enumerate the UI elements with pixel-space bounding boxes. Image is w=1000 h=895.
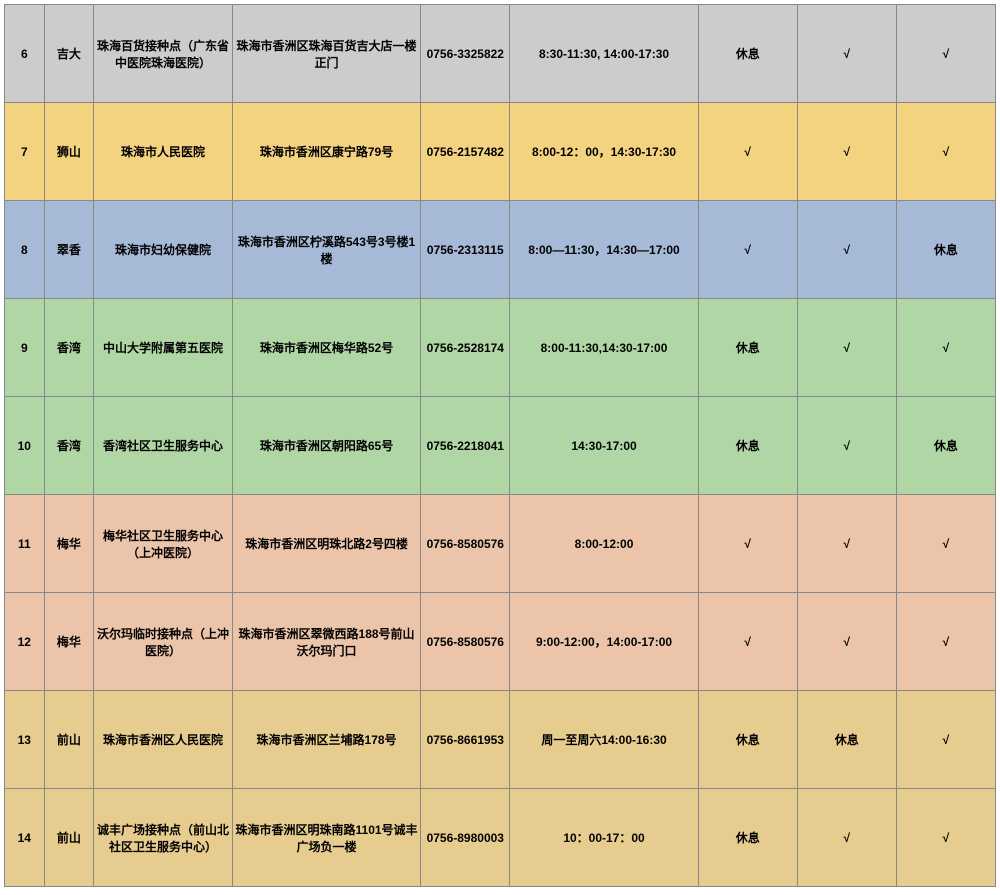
time-cell: 14:30-17:00 <box>510 397 698 495</box>
site-name-cell: 珠海市妇幼保健院 <box>94 201 233 299</box>
phone-cell: 0756-2218041 <box>421 397 510 495</box>
status-col-3: 休息 <box>896 201 995 299</box>
site-name-cell: 沃尔玛临时接种点（上冲医院） <box>94 593 233 691</box>
address-cell: 珠海市香洲区康宁路79号 <box>232 103 420 201</box>
table-row: 11梅华梅华社区卫生服务中心（上冲医院）珠海市香洲区明珠北路2号四楼0756-8… <box>5 495 996 593</box>
row-number: 11 <box>5 495 45 593</box>
status-col-3: √ <box>896 5 995 103</box>
status-col-3: √ <box>896 691 995 789</box>
status-col-1: 休息 <box>698 299 797 397</box>
phone-cell: 0756-2313115 <box>421 201 510 299</box>
time-cell: 8:30-11:30, 14:00-17:30 <box>510 5 698 103</box>
status-col-1: 休息 <box>698 5 797 103</box>
status-col-2: √ <box>797 103 896 201</box>
row-number: 9 <box>5 299 45 397</box>
status-col-1: 休息 <box>698 789 797 887</box>
status-col-2: √ <box>797 593 896 691</box>
site-name-cell: 香湾社区卫生服务中心 <box>94 397 233 495</box>
vaccination-sites-table: 6吉大珠海百货接种点（广东省中医院珠海医院）珠海市香洲区珠海百货吉大店一楼正门0… <box>4 4 996 887</box>
address-cell: 珠海市香洲区兰埔路178号 <box>232 691 420 789</box>
table-row: 6吉大珠海百货接种点（广东省中医院珠海医院）珠海市香洲区珠海百货吉大店一楼正门0… <box>5 5 996 103</box>
area-cell: 狮山 <box>44 103 94 201</box>
area-cell: 香湾 <box>44 299 94 397</box>
area-cell: 吉大 <box>44 5 94 103</box>
status-col-3: √ <box>896 495 995 593</box>
row-number: 7 <box>5 103 45 201</box>
status-col-3: √ <box>896 103 995 201</box>
table-row: 14前山诚丰广场接种点（前山北社区卫生服务中心）珠海市香洲区明珠南路1101号诚… <box>5 789 996 887</box>
site-name-cell: 珠海百货接种点（广东省中医院珠海医院） <box>94 5 233 103</box>
table-row: 12梅华沃尔玛临时接种点（上冲医院）珠海市香洲区翠微西路188号前山沃尔玛门口0… <box>5 593 996 691</box>
status-col-2: √ <box>797 299 896 397</box>
status-col-1: 休息 <box>698 691 797 789</box>
row-number: 6 <box>5 5 45 103</box>
status-col-2: √ <box>797 789 896 887</box>
status-col-2: √ <box>797 397 896 495</box>
time-cell: 8:00—11:30，14:30—17:00 <box>510 201 698 299</box>
phone-cell: 0756-8580576 <box>421 495 510 593</box>
status-col-3: 休息 <box>896 397 995 495</box>
site-name-cell: 诚丰广场接种点（前山北社区卫生服务中心） <box>94 789 233 887</box>
address-cell: 珠海市香洲区柠溪路543号3号楼1楼 <box>232 201 420 299</box>
status-col-1: √ <box>698 103 797 201</box>
time-cell: 10：00-17：00 <box>510 789 698 887</box>
row-number: 8 <box>5 201 45 299</box>
status-col-2: √ <box>797 201 896 299</box>
time-cell: 8:00-12：00，14:30-17:30 <box>510 103 698 201</box>
table-row: 7狮山珠海市人民医院珠海市香洲区康宁路79号0756-21574828:00-1… <box>5 103 996 201</box>
table-row: 13前山珠海市香洲区人民医院珠海市香洲区兰埔路178号0756-8661953周… <box>5 691 996 789</box>
time-cell: 周一至周六14:00-16:30 <box>510 691 698 789</box>
address-cell: 珠海市香洲区梅华路52号 <box>232 299 420 397</box>
time-cell: 8:00-12:00 <box>510 495 698 593</box>
row-number: 14 <box>5 789 45 887</box>
address-cell: 珠海市香洲区翠微西路188号前山沃尔玛门口 <box>232 593 420 691</box>
phone-cell: 0756-8661953 <box>421 691 510 789</box>
phone-cell: 0756-2157482 <box>421 103 510 201</box>
address-cell: 珠海市香洲区朝阳路65号 <box>232 397 420 495</box>
site-name-cell: 梅华社区卫生服务中心（上冲医院） <box>94 495 233 593</box>
status-col-2: √ <box>797 495 896 593</box>
status-col-1: √ <box>698 495 797 593</box>
phone-cell: 0756-2528174 <box>421 299 510 397</box>
status-col-3: √ <box>896 299 995 397</box>
status-col-1: √ <box>698 201 797 299</box>
time-cell: 9:00-12:00，14:00-17:00 <box>510 593 698 691</box>
phone-cell: 0756-3325822 <box>421 5 510 103</box>
row-number: 12 <box>5 593 45 691</box>
site-name-cell: 珠海市人民医院 <box>94 103 233 201</box>
row-number: 13 <box>5 691 45 789</box>
site-name-cell: 珠海市香洲区人民医院 <box>94 691 233 789</box>
address-cell: 珠海市香洲区明珠南路1101号诚丰广场负一楼 <box>232 789 420 887</box>
table-row: 8翠香珠海市妇幼保健院珠海市香洲区柠溪路543号3号楼1楼0756-231311… <box>5 201 996 299</box>
area-cell: 香湾 <box>44 397 94 495</box>
area-cell: 翠香 <box>44 201 94 299</box>
area-cell: 前山 <box>44 691 94 789</box>
status-col-2: 休息 <box>797 691 896 789</box>
status-col-2: √ <box>797 5 896 103</box>
address-cell: 珠海市香洲区明珠北路2号四楼 <box>232 495 420 593</box>
time-cell: 8:00-11:30,14:30-17:00 <box>510 299 698 397</box>
phone-cell: 0756-8580576 <box>421 593 510 691</box>
address-cell: 珠海市香洲区珠海百货吉大店一楼正门 <box>232 5 420 103</box>
area-cell: 前山 <box>44 789 94 887</box>
row-number: 10 <box>5 397 45 495</box>
status-col-3: √ <box>896 789 995 887</box>
table-row: 10香湾香湾社区卫生服务中心珠海市香洲区朝阳路65号0756-221804114… <box>5 397 996 495</box>
table-row: 9香湾中山大学附属第五医院珠海市香洲区梅华路52号0756-25281748:0… <box>5 299 996 397</box>
area-cell: 梅华 <box>44 495 94 593</box>
status-col-1: √ <box>698 593 797 691</box>
area-cell: 梅华 <box>44 593 94 691</box>
phone-cell: 0756-8980003 <box>421 789 510 887</box>
status-col-1: 休息 <box>698 397 797 495</box>
site-name-cell: 中山大学附属第五医院 <box>94 299 233 397</box>
status-col-3: √ <box>896 593 995 691</box>
